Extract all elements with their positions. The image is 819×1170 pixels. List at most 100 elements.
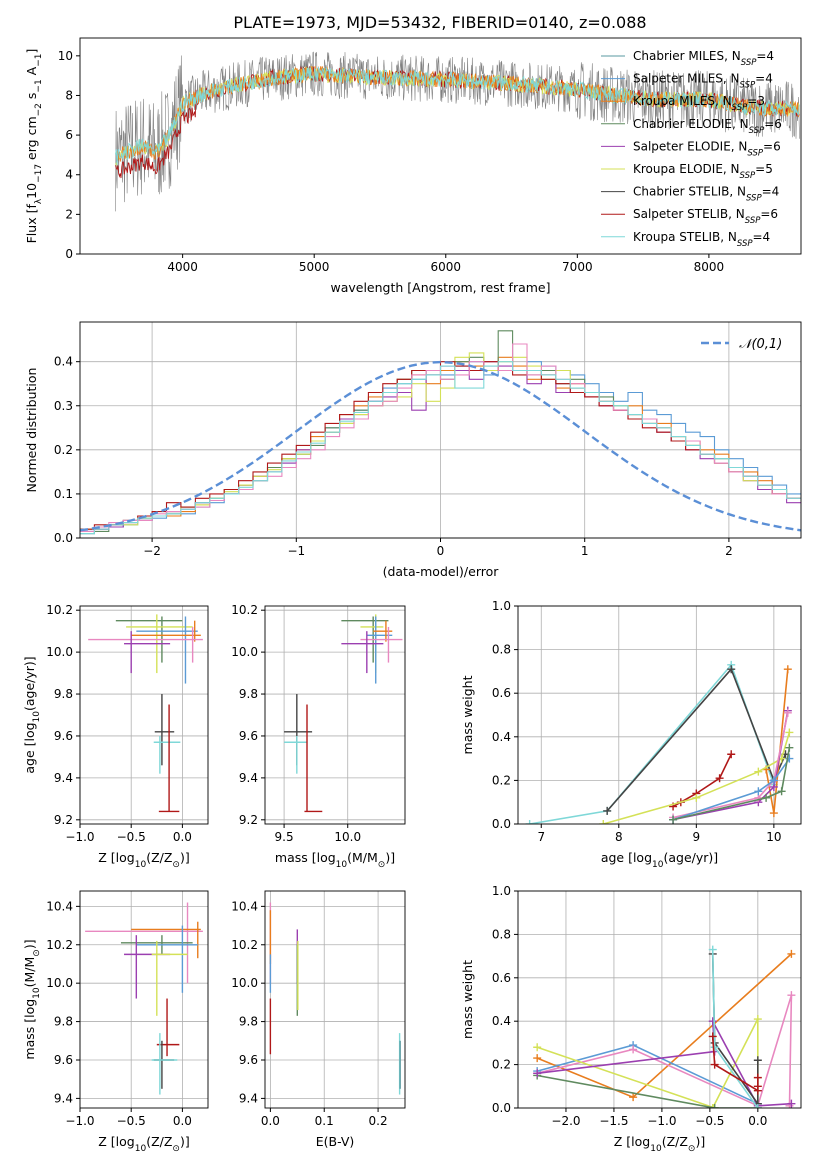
figure-title: PLATE=1973, MJD=53432, FIBERID=0140, z=0… [233,13,646,32]
y-tick-label: 10.2 [46,603,73,617]
data-point-marker [669,815,678,824]
x-tick-label: 9 [693,830,701,844]
y-tick-label: 9.6 [54,1053,73,1067]
panel-mass_vs_z: −1.0 −0.5 0.0 9.4 9.6 9.8 10.0 10.2 10.4 Z [log10… [22,890,209,1154]
x-tick-label: −2.0 [551,1114,580,1128]
y-axis-label: mass weight [460,675,475,754]
x-axis-label: wavelength [Angstrom, rest frame] [330,280,550,295]
y-tick-label: 9.2 [239,813,258,827]
y-tick-label: 0.4 [492,1014,511,1028]
y-tick-label: 9.6 [54,729,73,743]
y-tick-label: 10.0 [231,976,258,990]
data-point-marker [599,820,608,824]
data-point-marker [753,1015,762,1024]
x-axis-label: (data-model)/error [383,564,500,579]
x-tick-label: 0.0 [173,830,192,844]
series-line-chabrier_stelib [711,953,759,1107]
model-spectrum-kroupa_miles [115,65,800,162]
y-tick-label: 10.0 [231,645,258,659]
data-point-marker [708,945,717,954]
x-tick-label: −0.5 [695,1114,724,1128]
series-line-kroupa_miles [536,953,792,1099]
axes-frame [264,890,406,1109]
data-point-marker [533,1069,542,1078]
data-point-marker [769,809,778,818]
legend-label: Chabrier ELODIE, NSSP=6 [633,117,782,136]
y-tick-label: 0.3 [54,399,73,413]
y-tick-label: 9.4 [54,1091,73,1105]
histogram-step-kroupa_stelib [80,361,801,535]
x-tick-label: −0.5 [117,830,146,844]
series-line-pink [537,994,793,1107]
model-spectrum-kroupa_stelib [115,66,800,165]
x-tick-label: 8 [615,830,623,844]
x-axis-label: Z [log10(Z/Z⊙)] [98,850,189,870]
data-point-marker [769,776,778,785]
data-point-marker [785,728,794,737]
series-line-chabrier_stelib [606,667,787,812]
x-tick-label: 0.1 [315,1114,334,1128]
y-tick-label: 4 [65,168,73,182]
plot-area-spectrum [115,51,800,212]
axes-frame [79,37,802,255]
y-tick-label: 0.0 [492,817,511,831]
data-point-marker [727,665,736,674]
x-tick-label: 10 [766,830,781,844]
y-tick-label: 0.2 [54,443,73,457]
axes-frame [517,605,802,825]
legend-label: Kroupa STELIB, NSSP=4 [633,230,770,249]
y-axis-label: mass weight [460,960,475,1039]
plot-area-age_vs_mass [284,614,403,813]
data-point-marker [787,949,796,958]
data-point-marker [754,787,763,796]
data-point-marker [708,1017,717,1026]
data-point-marker [710,1060,719,1069]
data-point-marker [753,1056,762,1065]
y-tick-label: 0 [65,247,73,261]
x-tick-label: 2 [725,544,733,558]
data-point-marker [692,793,701,802]
y-tick-label: 8 [65,88,73,102]
x-tick-label: 8000 [694,260,725,274]
series-line-salpeter_miles [672,758,791,821]
y-tick-label: 10 [58,49,73,63]
x-axis-label: mass [log10(M/M⊙)] [275,850,395,870]
data-point-marker [525,820,534,824]
x-tick-label: 0.0 [173,1114,192,1128]
y-tick-label: 10.0 [46,976,73,990]
data-point-marker [533,1043,542,1052]
y-tick-label: 0.4 [54,355,73,369]
data-point-marker [777,787,786,796]
axes-frame [79,890,209,1109]
series-line-pink [672,712,789,819]
y-tick-label: 0.0 [492,1101,511,1115]
y-tick-label: 1.0 [492,884,511,898]
data-point-marker [710,1043,719,1052]
y-tick-label: 9.8 [239,1015,258,1029]
y-tick-label: 0.2 [492,773,511,787]
x-tick-label: −1.0 [65,830,94,844]
x-tick-label: 4000 [167,260,198,274]
series-line-kroupa_elodie [536,1018,759,1108]
x-tick-label: 10.0 [334,830,361,844]
y-tick-label: 9.2 [54,813,73,827]
y-tick-label: 10.4 [46,899,73,913]
legend-label: Kroupa MILES, NSSP=3 [633,94,765,113]
y-tick-label: 9.8 [239,687,258,701]
panel-spectrum: 4000 5000 6000 7000 8000 0 2 4 6 8 10 wavelength [A… [24,37,802,295]
panel-weight_vs_age: 7 8 9 10 0.0 0.2 0.4 0.6 0.8 1.0 age [log10(age/yr… [460,599,802,870]
panel-age_vs_z: −1.0 −0.5 0.0 9.2 9.4 9.6 9.8 10.0 10.2 Z [log10(… [22,603,209,870]
plot-area-age_vs_z [88,614,203,813]
plot-area-weight_vs_age [525,660,794,824]
x-axis-label: Z [log10(Z/Z⊙)] [98,1134,189,1154]
y-tick-label: 6 [65,128,73,142]
legend-label: Chabrier MILES, NSSP=4 [633,49,774,68]
x-tick-label: 0.0 [261,1114,280,1128]
x-tick-label: −1.5 [599,1114,628,1128]
legend-label: Salpeter ELODIE, NSSP=6 [633,139,781,158]
y-tick-label: 10.0 [46,645,73,659]
y-tick-label: 0.8 [492,927,511,941]
y-tick-label: 9.4 [239,771,258,785]
